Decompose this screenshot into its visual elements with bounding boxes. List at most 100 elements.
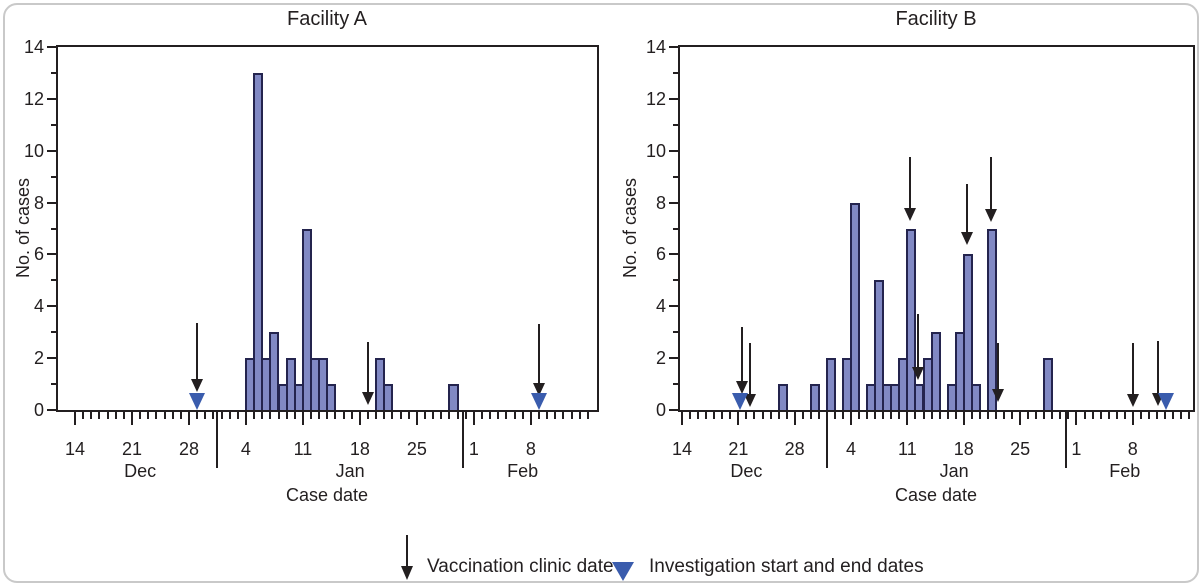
plot-frame: [56, 45, 599, 412]
x-major-tick: [906, 412, 909, 425]
vaccination-arrow-line: [909, 157, 912, 210]
x-minor-tick: [842, 412, 844, 419]
x-minor-tick: [1155, 412, 1158, 419]
y-major-tick: [669, 409, 678, 411]
x-minor-tick: [261, 412, 264, 419]
x-minor-tick: [1051, 412, 1054, 419]
x-minor-tick: [1188, 412, 1191, 419]
x-axis-label-facility-a: Case date: [285, 485, 369, 505]
x-major-tick: [358, 412, 361, 425]
x-minor-tick: [1091, 412, 1094, 419]
vaccination-arrow-line: [1132, 342, 1135, 397]
bar: [825, 358, 836, 410]
vaccination-arrow-line: [195, 323, 198, 381]
bar: [269, 332, 280, 410]
x-minor-tick: [994, 412, 997, 419]
x-minor-tick: [570, 412, 573, 419]
y-tick-label: 8: [655, 192, 666, 213]
bar: [448, 384, 459, 410]
x-minor-tick: [1147, 412, 1150, 419]
x-minor-tick: [391, 412, 394, 419]
x-minor-tick: [1083, 412, 1086, 419]
x-minor-tick: [399, 412, 402, 419]
x-minor-tick: [318, 412, 321, 419]
x-major-tick: [737, 412, 740, 425]
x-tick-label: 21: [121, 439, 142, 459]
y-tick-label: 0: [33, 400, 44, 420]
panel-title-facility-a: Facility A: [286, 8, 368, 30]
y-minor-tick: [673, 123, 678, 126]
legend-label-vaccination: Vaccination clinic date: [427, 556, 614, 577]
bar: [253, 72, 264, 410]
x-minor-tick: [179, 412, 182, 419]
x-minor-tick: [114, 412, 117, 419]
bar: [930, 332, 941, 410]
y-minor-tick: [673, 71, 678, 74]
x-major-tick: [415, 412, 418, 425]
y-tick-label: 8: [33, 192, 44, 213]
investigation-triangle: [731, 393, 748, 410]
x-major-tick: [1019, 412, 1022, 425]
bar: [850, 202, 861, 410]
bar: [326, 384, 337, 410]
x-minor-tick: [277, 412, 280, 419]
x-month-label: Dec: [730, 461, 763, 481]
month-separator: [461, 412, 464, 468]
x-minor-tick: [1172, 412, 1175, 419]
x-minor-tick: [1067, 412, 1070, 419]
x-minor-tick: [777, 412, 780, 419]
x-tick-label: 11: [898, 439, 917, 459]
x-minor-tick: [350, 412, 353, 419]
x-minor-tick: [171, 412, 174, 419]
y-minor-tick: [51, 383, 56, 386]
bar: [906, 228, 917, 410]
x-minor-tick: [253, 412, 256, 419]
x-minor-tick: [546, 412, 549, 419]
x-major-tick: [187, 412, 190, 425]
y-major-tick: [669, 97, 678, 100]
x-minor-tick: [489, 412, 492, 419]
x-minor-tick: [310, 412, 313, 419]
x-month-label: Jan: [939, 461, 969, 481]
x-minor-tick: [82, 412, 85, 419]
x-minor-tick: [1123, 412, 1126, 419]
x-minor-tick: [745, 412, 748, 419]
x-minor-tick: [1043, 412, 1046, 419]
month-separator: [1064, 412, 1067, 468]
x-minor-tick: [440, 412, 443, 419]
x-minor-tick: [938, 412, 941, 419]
x-minor-tick: [578, 412, 581, 419]
x-minor-tick: [898, 412, 901, 419]
x-minor-tick: [106, 412, 109, 419]
x-tick-label: 28: [784, 439, 805, 459]
y-tick-label: 12: [23, 88, 44, 109]
y-minor-tick: [673, 383, 678, 386]
x-minor-tick: [562, 412, 565, 419]
vaccination-arrow-head: [960, 232, 973, 246]
x-minor-tick: [817, 412, 820, 419]
x-tick-label: 4: [846, 439, 857, 459]
x-minor-tick: [954, 412, 957, 419]
x-minor-tick: [882, 412, 885, 419]
y-major-tick: [669, 305, 678, 308]
y-major-tick: [669, 46, 678, 48]
vaccination-arrow-line: [965, 184, 968, 235]
x-month-label: Feb: [1109, 461, 1141, 481]
x-minor-tick: [753, 412, 756, 419]
x-minor-tick: [155, 412, 158, 419]
bar: [1043, 358, 1054, 410]
x-tick-label: 8: [1127, 439, 1138, 459]
x-minor-tick: [1003, 412, 1005, 419]
x-minor-tick: [464, 412, 467, 419]
y-minor-tick: [51, 279, 56, 282]
bar: [777, 384, 788, 410]
investigation-triangle: [188, 393, 205, 410]
x-month-label: Jan: [335, 461, 365, 481]
x-minor-tick: [1027, 412, 1030, 419]
y-minor-tick: [673, 227, 678, 230]
x-minor-tick: [375, 412, 378, 419]
x-major-tick: [962, 412, 965, 425]
y-minor-tick: [51, 71, 56, 74]
y-major-tick: [669, 253, 678, 256]
x-major-tick: [74, 412, 76, 425]
